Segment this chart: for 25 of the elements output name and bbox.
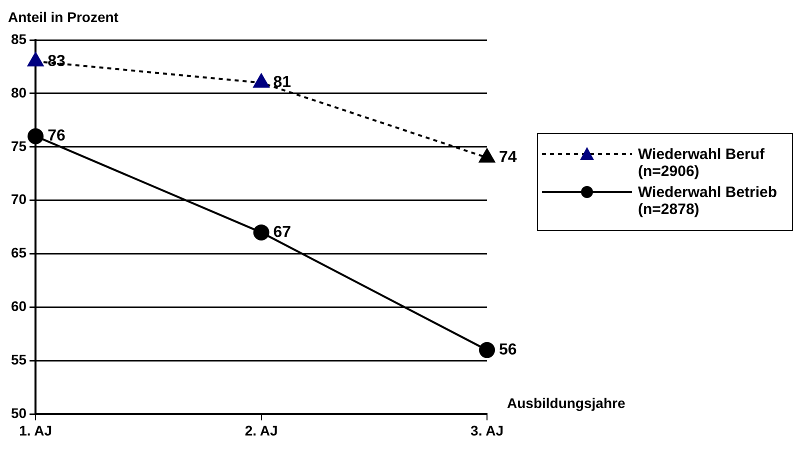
- y-tick-label: 50: [10, 405, 27, 422]
- x-tick-label: 2. AJ: [244, 422, 278, 438]
- x-axis-title: Ausbildungsjahre: [507, 395, 626, 412]
- point: [479, 342, 495, 358]
- y-tick-label: 55: [10, 352, 27, 368]
- y-tick-label: 60: [10, 298, 27, 314]
- x-tick-label: 3. AJ: [470, 422, 504, 438]
- y-tick-label: 75: [10, 138, 27, 154]
- y-tick-label: 80: [10, 84, 27, 100]
- point: [253, 74, 270, 88]
- y-axis-title: Anteil in Prozent: [8, 8, 119, 25]
- data-label: 81: [273, 74, 292, 92]
- x-tick-label: 1. AJ: [19, 422, 52, 438]
- data-label: 56: [499, 341, 517, 358]
- y-tick-label: 65: [10, 244, 27, 261]
- point: [253, 224, 270, 240]
- y-tick-label: 85: [10, 30, 27, 47]
- data-label: 74: [499, 149, 517, 166]
- text: Wiederwahl Betrieb (n=2878): [638, 184, 778, 218]
- text: Wiederwahl Beruf (n=2906): [638, 146, 766, 180]
- y-tick-label: 70: [10, 191, 27, 208]
- data-label: 76: [48, 128, 66, 145]
- data-label: 67: [273, 224, 292, 241]
- data-label: 83: [48, 52, 66, 70]
- point: [28, 52, 44, 66]
